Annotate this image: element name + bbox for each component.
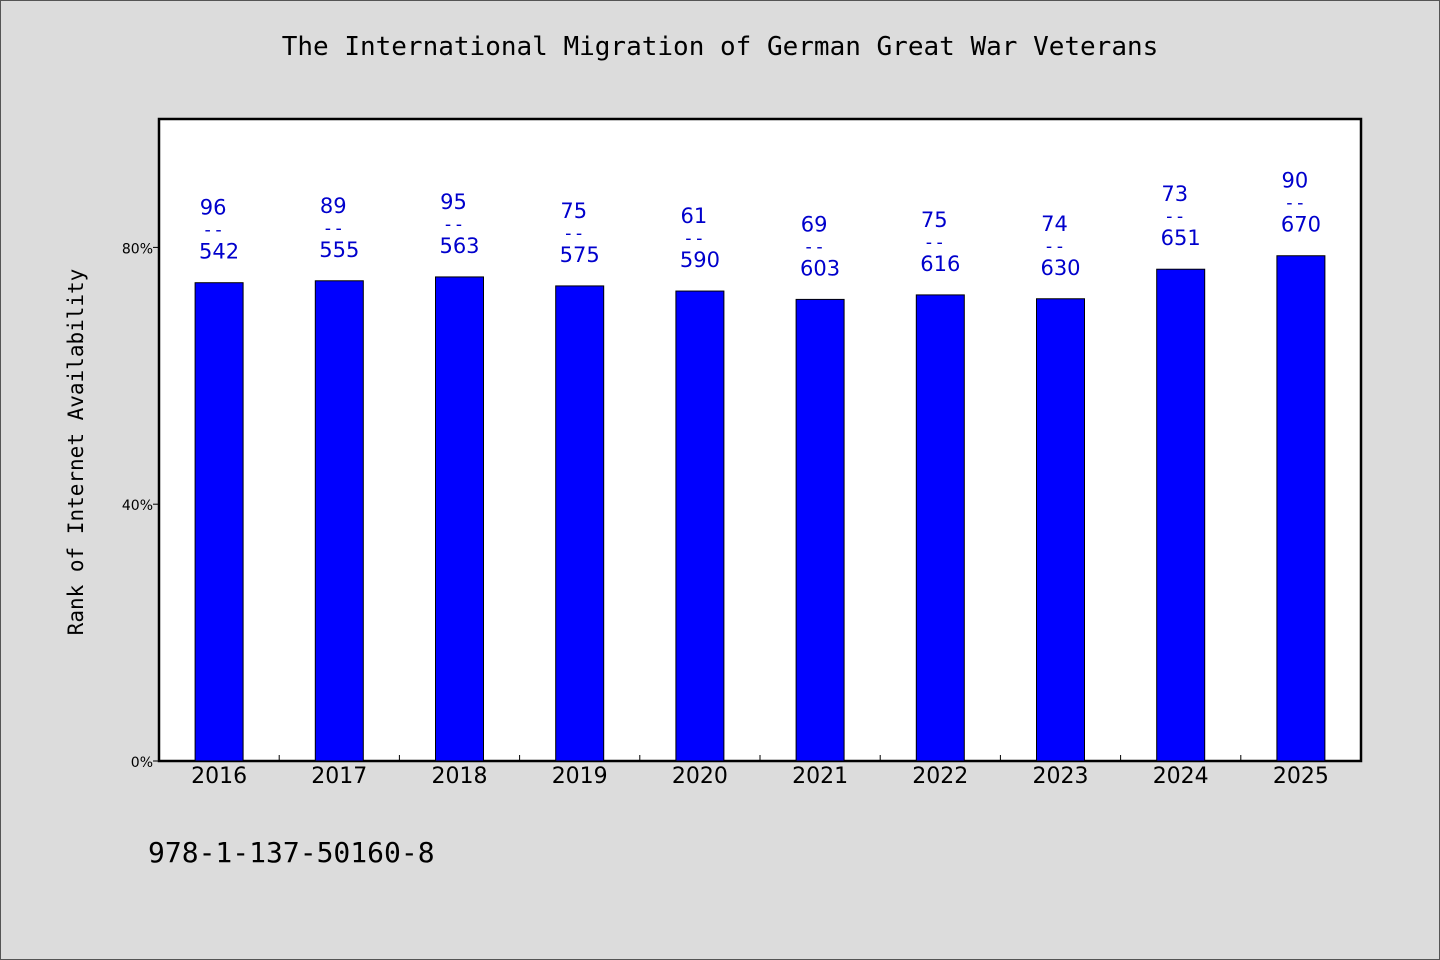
bar-label-top: 90: [1282, 169, 1309, 193]
x-tick-label: 2022: [912, 764, 968, 789]
bar-2019: [555, 285, 605, 762]
bar-label-top: 61: [681, 204, 708, 228]
bar-2024: [1156, 268, 1206, 762]
bar-label-top: 75: [560, 199, 587, 223]
bar-label-separator: --: [202, 220, 224, 241]
bar-2021: [795, 298, 845, 762]
bar-label-bottom: 603: [800, 256, 840, 280]
bar-label-separator: --: [563, 223, 585, 244]
bar-label-bottom: 542: [199, 240, 239, 264]
bar-label-bottom: 670: [1281, 213, 1321, 237]
bar-label-bottom: 616: [920, 252, 960, 276]
x-tick-label: 2025: [1273, 764, 1329, 789]
x-tick-label: 2017: [311, 764, 367, 789]
x-tick-label: 2019: [552, 764, 608, 789]
y-tick-label: 40%: [122, 498, 153, 514]
x-tick-label: 2018: [432, 764, 488, 789]
chart-title: The International Migration of German Gr…: [281, 32, 1159, 62]
bar-label-top: 89: [320, 194, 347, 218]
bar-label-bottom: 630: [1040, 256, 1080, 280]
bar-label-separator: --: [923, 232, 945, 253]
bar-label-top: 73: [1161, 182, 1188, 206]
bar-2025: [1276, 255, 1326, 762]
y-tick-label: 80%: [122, 241, 153, 257]
bar-label-bottom: 575: [560, 243, 600, 267]
x-tick-label: 2023: [1033, 764, 1089, 789]
bar-label-top: 96: [200, 196, 227, 220]
bar-label-separator: --: [443, 214, 465, 235]
bar-label-separator: --: [1284, 193, 1306, 214]
bar-label-separator: --: [322, 218, 344, 239]
x-tick-label: 2021: [792, 764, 848, 789]
bar-label-separator: --: [683, 228, 705, 249]
x-tick-label: 2024: [1153, 764, 1209, 789]
bar-label-bottom: 651: [1161, 226, 1201, 250]
bar-label-top: 74: [1041, 212, 1068, 236]
bar-label-bottom: 563: [439, 234, 479, 258]
bar-2023: [1036, 298, 1085, 762]
footer-isbn: 978-1-137-50160-8: [148, 836, 435, 869]
bar-2020: [675, 290, 725, 762]
x-tick-label: 2020: [672, 764, 728, 789]
bar-2016: [194, 282, 244, 762]
bar-label-separator: --: [1044, 236, 1066, 257]
bar-label-separator: --: [803, 236, 825, 257]
bar-label-bottom: 590: [680, 248, 720, 272]
x-tick-label: 2016: [191, 764, 247, 789]
bar-2022: [915, 294, 965, 762]
bar-2017: [314, 280, 364, 762]
bar-label-top: 75: [921, 208, 948, 232]
bar-label-top: 69: [801, 212, 828, 236]
bar-2018: [435, 276, 484, 762]
bar-label-bottom: 555: [319, 238, 359, 262]
bar-label-separator: --: [1164, 206, 1186, 227]
y-tick-label: 0%: [131, 755, 153, 771]
bar-label-top: 95: [440, 190, 467, 214]
